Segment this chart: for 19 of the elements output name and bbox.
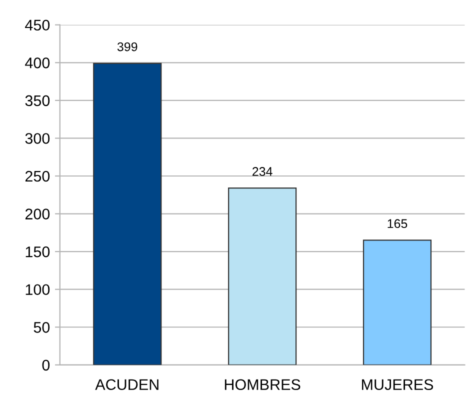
y-tick-label: 350 bbox=[25, 95, 50, 106]
y-tick-label: 400 bbox=[25, 58, 50, 68]
y-tick-label: 150 bbox=[26, 246, 50, 258]
bar bbox=[362, 240, 432, 365]
data-label: 234 bbox=[252, 167, 272, 176]
bar bbox=[228, 188, 297, 365]
x-tick-label: HOMBRES bbox=[224, 379, 300, 390]
y-tick-label: 100 bbox=[26, 284, 50, 296]
data-label: 165 bbox=[388, 219, 408, 228]
y-tick-label: 200 bbox=[25, 208, 50, 220]
y-tick-label: 50 bbox=[34, 322, 50, 333]
y-tick-label: 0 bbox=[42, 360, 50, 371]
bar bbox=[93, 62, 162, 365]
x-tick-label: ACUDEN bbox=[95, 379, 158, 390]
y-tick-label: 450 bbox=[25, 20, 50, 31]
y-tick-label: 300 bbox=[25, 133, 50, 144]
data-label: 399 bbox=[117, 42, 138, 52]
x-tick-label: MUJERES bbox=[362, 379, 434, 390]
y-tick-label: 250 bbox=[25, 170, 50, 182]
